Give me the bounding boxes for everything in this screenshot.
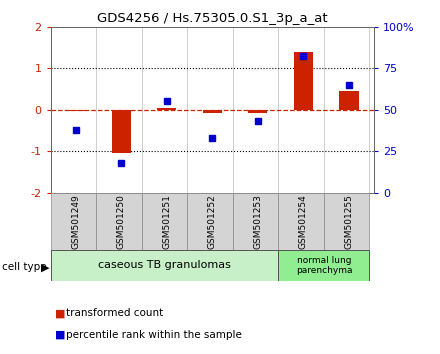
Bar — [157, 108, 176, 110]
Bar — [339, 91, 359, 110]
Text: percentile rank within the sample: percentile rank within the sample — [66, 330, 242, 339]
Bar — [142, 193, 187, 250]
Text: ■: ■ — [55, 308, 66, 318]
Bar — [203, 110, 222, 113]
Bar — [51, 250, 279, 281]
Bar — [294, 51, 313, 110]
Text: GSM501250: GSM501250 — [117, 194, 126, 249]
Text: normal lung
parenchyma: normal lung parenchyma — [296, 256, 352, 275]
Bar — [51, 193, 96, 250]
Text: ■: ■ — [55, 330, 66, 339]
Text: transformed count: transformed count — [66, 308, 163, 318]
Bar — [233, 193, 279, 250]
Text: GSM501254: GSM501254 — [299, 194, 308, 249]
Bar — [279, 193, 324, 250]
Text: GSM501249: GSM501249 — [71, 194, 80, 249]
Text: GSM501251: GSM501251 — [162, 194, 171, 249]
Text: GSM501253: GSM501253 — [253, 194, 262, 249]
Text: caseous TB granulomas: caseous TB granulomas — [98, 261, 231, 270]
Bar — [96, 193, 142, 250]
Title: GDS4256 / Hs.75305.0.S1_3p_a_at: GDS4256 / Hs.75305.0.S1_3p_a_at — [97, 12, 328, 25]
Bar — [66, 110, 85, 111]
Text: ▶: ▶ — [41, 262, 49, 272]
Bar — [248, 110, 268, 113]
Text: GSM501255: GSM501255 — [345, 194, 353, 249]
Bar — [279, 250, 370, 281]
Text: GSM501252: GSM501252 — [208, 194, 217, 249]
Bar — [187, 193, 233, 250]
Text: cell type: cell type — [2, 262, 47, 272]
Bar — [112, 110, 131, 153]
Bar — [324, 193, 370, 250]
